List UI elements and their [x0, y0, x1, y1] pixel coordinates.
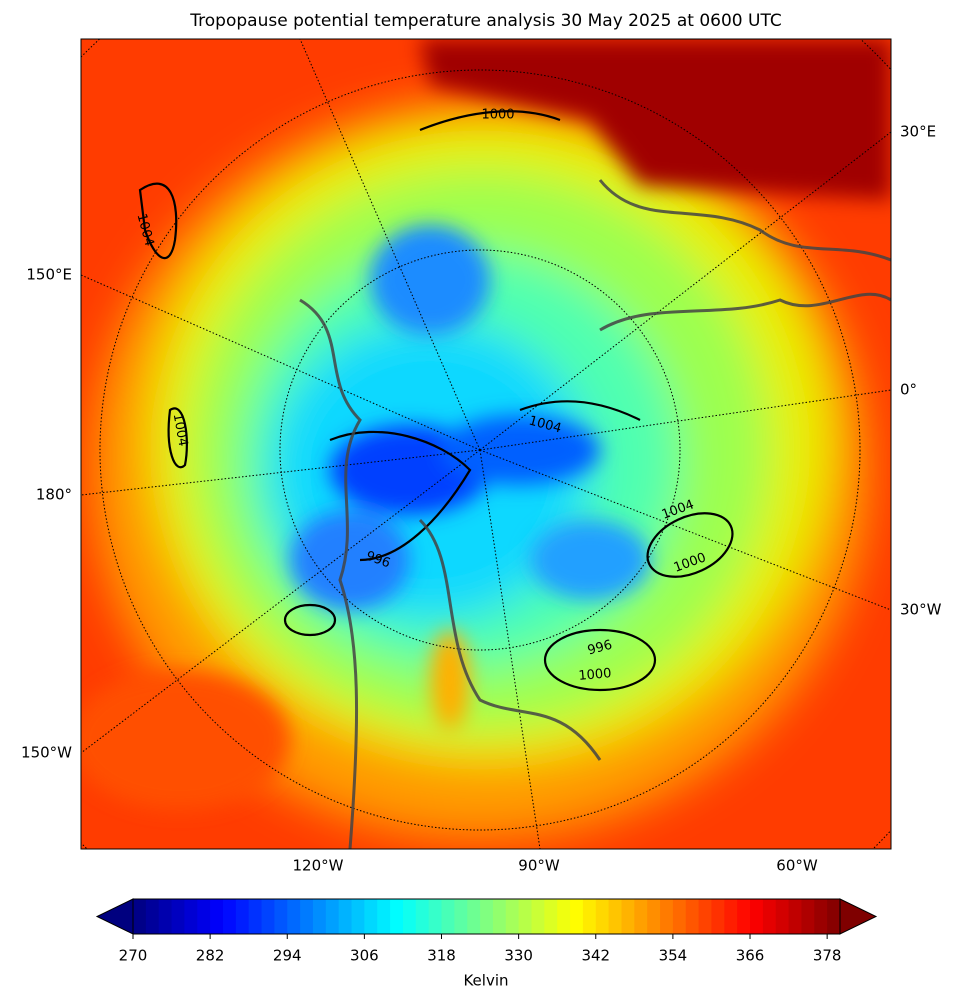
colorbar-segment: [300, 899, 314, 934]
colorbar-segment: [312, 899, 327, 934]
colorbar-frame: [132, 898, 841, 935]
colorbar-segment: [557, 899, 571, 934]
contour-label: 1000: [578, 666, 612, 684]
contour-label: 996: [586, 638, 614, 659]
colorbar-segment: [518, 899, 532, 934]
colorbar-tick-label: 306: [350, 947, 379, 965]
colorbar-segment: [235, 899, 250, 934]
map-frame: [80, 38, 892, 850]
colorbar-label: Kelvin: [463, 972, 508, 990]
colorbar-tick-label: 282: [196, 947, 225, 965]
colorbar-segment: [441, 899, 455, 934]
colorbar-segment: [685, 899, 700, 934]
colorbar-segment: [248, 899, 263, 934]
colorbar: 270 282 294 306 318 330 342 354 366 378: [95, 898, 878, 965]
colorbar-segment: [210, 899, 224, 934]
colorbar-segment: [197, 899, 211, 934]
lon-label: 90°W: [518, 857, 560, 875]
lon-label: 180°: [36, 486, 72, 504]
lon-label: 150°E: [26, 266, 72, 284]
colorbar-segment: [724, 899, 738, 934]
colorbar-tick-label: 378: [813, 947, 842, 965]
colorbar-segment: [608, 899, 622, 934]
colorbar-segment: [801, 899, 815, 934]
lon-label: 30°W: [900, 601, 942, 619]
colorbar-segment: [171, 899, 185, 934]
colorbar-segment: [325, 899, 340, 934]
colorbar-segment: [492, 899, 507, 934]
colorbar-segment: [505, 899, 520, 934]
colorbar-extend-high: [839, 898, 878, 935]
colorbar-segment: [377, 899, 391, 934]
colorbar-segment: [402, 899, 417, 934]
colorbar-segment: [660, 899, 674, 934]
map-title: Tropopause potential temperature analysi…: [189, 11, 781, 31]
lon-label: 60°W: [776, 857, 818, 875]
colorbar-segment: [788, 899, 802, 934]
colorbar-tick-label: 330: [504, 947, 533, 965]
colorbar-tick-label: 270: [119, 947, 148, 965]
colorbar-segment: [672, 899, 687, 934]
colorbar-segment: [480, 899, 494, 934]
lon-label: 150°W: [21, 744, 72, 762]
colorbar-segment: [222, 899, 237, 934]
colorbar-segment: [634, 899, 648, 934]
colorbar-segment: [544, 899, 558, 934]
colorbar-segment: [158, 899, 173, 934]
colorbar-segment: [762, 899, 777, 934]
lon-label: 30°E: [900, 123, 936, 141]
colorbar-segment: [750, 899, 764, 934]
colorbar-tick-label: 342: [581, 947, 610, 965]
lon-label: 0°: [900, 381, 917, 399]
colorbar-tick-label: 354: [659, 947, 688, 965]
colorbar-segment: [133, 899, 147, 934]
colorbar-segment: [351, 899, 365, 934]
contour-label: 1000: [481, 108, 514, 123]
colorbar-segment: [274, 899, 288, 934]
lon-label: 120°W: [293, 857, 344, 875]
colorbar-segment: [775, 899, 790, 934]
colorbar-segment: [467, 899, 481, 934]
colorbar-segment: [338, 899, 353, 934]
colorbar-segment: [827, 899, 841, 934]
colorbar-tick-label: 366: [736, 947, 765, 965]
colorbar-tick-label: 294: [273, 947, 302, 965]
colorbar-segment: [261, 899, 275, 934]
colorbar-extend-low: [95, 898, 134, 935]
colorbar-segment: [582, 899, 597, 934]
colorbar-segment: [428, 899, 443, 934]
colorbar-segment: [454, 899, 468, 934]
colorbar-segment: [184, 899, 198, 934]
colorbar-segment: [711, 899, 725, 934]
colorbar-segment: [621, 899, 635, 934]
contour-label: 1004: [170, 412, 191, 447]
colorbar-segment: [595, 899, 610, 934]
colorbar-segment: [698, 899, 712, 934]
colorbar-tick-label: 318: [427, 947, 456, 965]
colorbar-segment: [415, 899, 430, 934]
colorbar-segment: [737, 899, 751, 934]
colorbar-segment: [531, 899, 545, 934]
colorbar-segment: [287, 899, 301, 934]
colorbar-segment: [814, 899, 828, 934]
colorbar-segment: [145, 899, 160, 934]
colorbar-segment: [364, 899, 378, 934]
colorbar-segment: [647, 899, 661, 934]
colorbar-segment: [570, 899, 584, 934]
colorbar-segment: [390, 899, 404, 934]
